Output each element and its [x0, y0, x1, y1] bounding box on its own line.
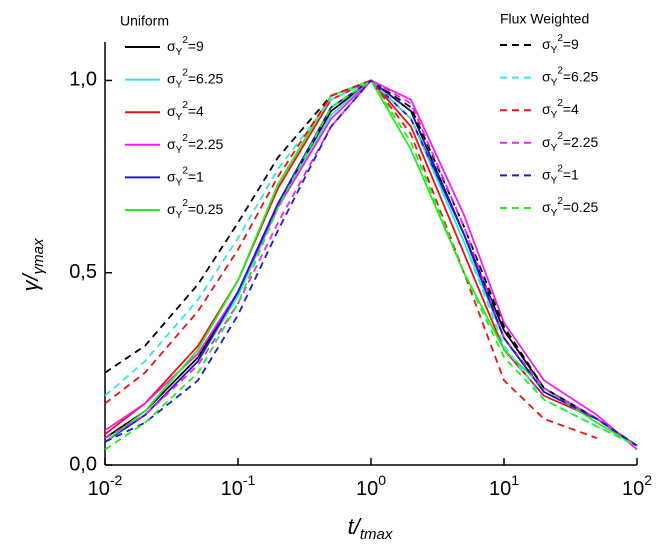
legend-label: σY2=4 — [167, 100, 204, 123]
y-axis-title: γ/γmax — [18, 238, 47, 291]
data-line — [104, 79, 638, 451]
legend-label: σY2=2.25 — [167, 132, 224, 155]
data-line — [104, 79, 638, 447]
x-tick-label: 101 — [489, 472, 519, 501]
x-tick-label: 102 — [622, 472, 652, 501]
legend-label: σY2=9 — [167, 35, 204, 58]
x-tick-label: 10-2 — [88, 472, 123, 501]
y-tick-label: 1,0 — [69, 69, 97, 91]
y-tick-label: 0,0 — [69, 453, 97, 475]
x-axis-title: t/tmax — [348, 514, 393, 543]
y-tick-label: 0,5 — [69, 261, 97, 283]
legend-label: σY2=4 — [542, 98, 579, 121]
legend-label: σY2=1 — [167, 165, 204, 188]
legend-label: σY2=2.25 — [542, 130, 599, 153]
x-tick-label: 100 — [356, 472, 386, 501]
legend-group-title: Uniform — [120, 13, 169, 29]
data-line — [104, 79, 638, 447]
legend-label: σY2=0.25 — [542, 196, 599, 219]
legend-label: σY2=6.25 — [167, 67, 224, 90]
legend-label: σY2=1 — [542, 163, 579, 186]
legend-label: σY2=6.25 — [542, 65, 599, 88]
data-line — [104, 79, 598, 439]
legend-label: σY2=0.25 — [167, 198, 224, 221]
legend-group-title: Flux Weighted — [500, 11, 589, 27]
legend-label: σY2=9 — [542, 33, 579, 56]
x-tick-label: 10-1 — [221, 472, 256, 501]
